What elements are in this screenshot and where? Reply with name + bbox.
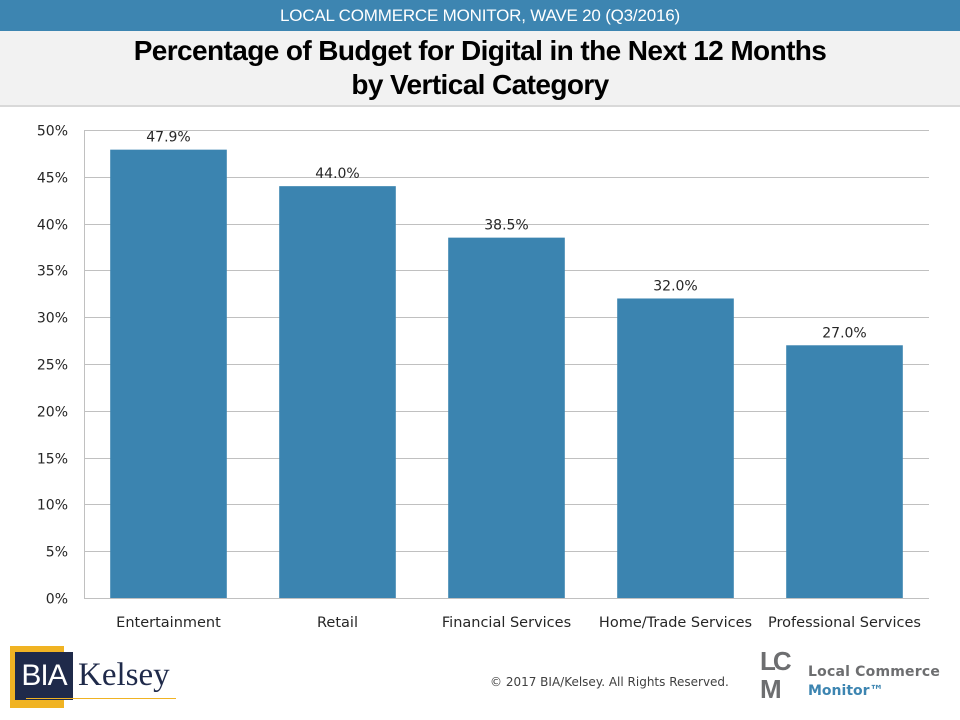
x-category-label: Home/Trade Services: [599, 615, 752, 631]
x-axis-categories: Entertainment Retail Financial Services Hom…: [116, 615, 921, 631]
x-category-label: Entertainment: [116, 615, 221, 631]
bar: [110, 149, 227, 598]
local-commerce-monitor-logo: LC M Local Commerce Monitor™: [760, 646, 955, 708]
copyright-text: © 2017 BIA/Kelsey. All Rights Reserved.: [490, 675, 729, 689]
data-label: 32.0%: [653, 278, 697, 294]
y-axis-ticks: 0% 5% 10% 15% 20% 25% 30% 35% 40% 45% 50%: [37, 124, 68, 608]
y-tick-label: 5%: [46, 545, 68, 561]
y-tick-label: 20%: [37, 405, 68, 421]
data-labels: 47.9% 44.0% 38.5% 32.0% 27.0%: [146, 130, 866, 342]
x-category-label: Professional Services: [768, 615, 921, 631]
data-label: 44.0%: [315, 166, 359, 182]
bia-kelsey-logo: BIA Kelsey: [10, 646, 176, 708]
chart-title-line-2: by Vertical Category: [351, 69, 609, 100]
y-tick-label: 45%: [37, 171, 68, 187]
logo-kelsey-text: Kelsey: [78, 657, 170, 693]
logo-bia-block: BIA: [15, 652, 73, 700]
bar: [279, 186, 396, 598]
chart-title-box: Percentage of Budget for Digital in the …: [0, 31, 960, 107]
y-tick-label: 30%: [37, 311, 68, 327]
data-label: 27.0%: [822, 325, 866, 341]
y-tick-label: 40%: [37, 218, 68, 234]
y-tick-label: 0%: [46, 592, 68, 608]
y-tick-label: 50%: [37, 124, 68, 140]
report-banner: LOCAL COMMERCE MONITOR, WAVE 20 (Q3/2016…: [0, 0, 960, 31]
chart-title: Percentage of Budget for Digital in the …: [0, 31, 960, 102]
bars: [110, 149, 903, 598]
y-tick-label: 15%: [37, 452, 68, 468]
data-label: 38.5%: [484, 218, 528, 234]
x-category-label: Financial Services: [442, 615, 571, 631]
y-tick-label: 35%: [37, 264, 68, 280]
logo-underline: [26, 698, 176, 699]
y-tick-label: 25%: [37, 358, 68, 374]
data-label: 47.9%: [146, 130, 190, 146]
bar: [448, 237, 565, 598]
chart-title-line-1: Percentage of Budget for Digital in the …: [133, 35, 827, 66]
lcm-monogram: LC M: [760, 646, 792, 704]
lcm-text-line-2: Monitor™: [808, 683, 884, 699]
bar: [617, 298, 734, 598]
bar: [786, 345, 903, 598]
banner-text: LOCAL COMMERCE MONITOR, WAVE 20 (Q3/2016…: [280, 6, 680, 25]
x-category-label: Retail: [317, 615, 358, 631]
lcm-text-line-1: Local Commerce: [808, 664, 941, 680]
y-tick-label: 10%: [37, 498, 68, 514]
